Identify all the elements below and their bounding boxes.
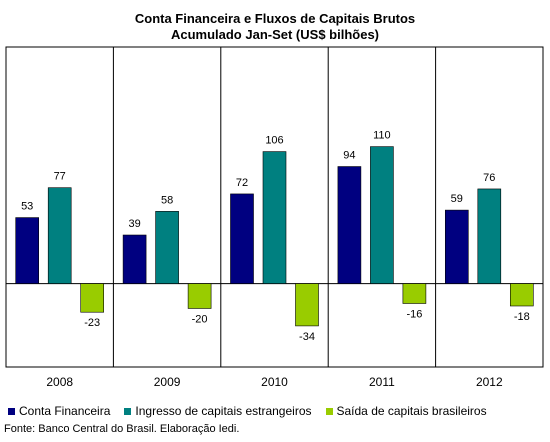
- bar: [262, 151, 287, 284]
- bar: [477, 188, 502, 284]
- bar: [337, 166, 362, 284]
- data-label: 58: [161, 194, 173, 206]
- bar: [295, 283, 319, 327]
- data-label: -20: [192, 313, 208, 325]
- bar: [122, 234, 147, 284]
- data-label: 94: [343, 150, 355, 162]
- legend-label-ingresso: Ingresso de capitais estrangeiros: [135, 404, 312, 418]
- category-tick-label: 2008: [46, 375, 73, 389]
- legend-item-conta-financeira: Conta Financeira: [8, 404, 110, 418]
- bar: [402, 283, 427, 304]
- bar: [370, 146, 394, 284]
- data-label: 106: [265, 135, 283, 147]
- bar: [230, 193, 254, 284]
- legend-label-saida: Saída de capitais brasileiros: [336, 404, 487, 418]
- data-label: 59: [451, 193, 463, 205]
- category-tick-label: 2011: [369, 375, 395, 389]
- source-note: Fonte: Banco Central do Brasil. Elaboraç…: [4, 423, 240, 435]
- category-tick-label: 2010: [261, 375, 288, 389]
- data-label: -18: [514, 311, 530, 323]
- data-label: 76: [483, 172, 495, 184]
- legend-item-ingresso: Ingresso de capitais estrangeiros: [124, 404, 312, 418]
- bar: [15, 217, 39, 284]
- data-label: 53: [21, 201, 33, 213]
- category-tick-label: 2012: [476, 375, 503, 389]
- data-label: 77: [54, 171, 66, 183]
- data-label: 110: [373, 130, 391, 142]
- bar: [47, 187, 72, 284]
- bar: [509, 283, 534, 307]
- chart-title: Conta Financeira e Fluxos de Capitais Br…: [134, 11, 416, 26]
- category-tick-label: 2009: [154, 375, 181, 389]
- bar: [80, 283, 104, 313]
- data-label: -23: [84, 317, 100, 329]
- bar: [444, 209, 469, 284]
- data-label: 72: [236, 177, 248, 189]
- chart-legend: Conta Financeira Ingresso de capitais es…: [8, 404, 501, 418]
- bar: [155, 211, 179, 284]
- bar: [187, 283, 212, 309]
- data-label: -34: [299, 331, 315, 343]
- data-label: 39: [128, 218, 140, 230]
- legend-label-conta-financeira: Conta Financeira: [19, 404, 111, 418]
- chart-subtitle: Acumulado Jan-Set (US$ bilhões): [170, 27, 380, 42]
- legend-item-saida: Saída de capitais brasileiros: [325, 404, 487, 418]
- legend-swatch-saida: [325, 407, 333, 415]
- legend-swatch-conta-financeira: [8, 407, 15, 415]
- legend-swatch-ingresso: [124, 407, 132, 415]
- data-label: -16: [406, 308, 422, 320]
